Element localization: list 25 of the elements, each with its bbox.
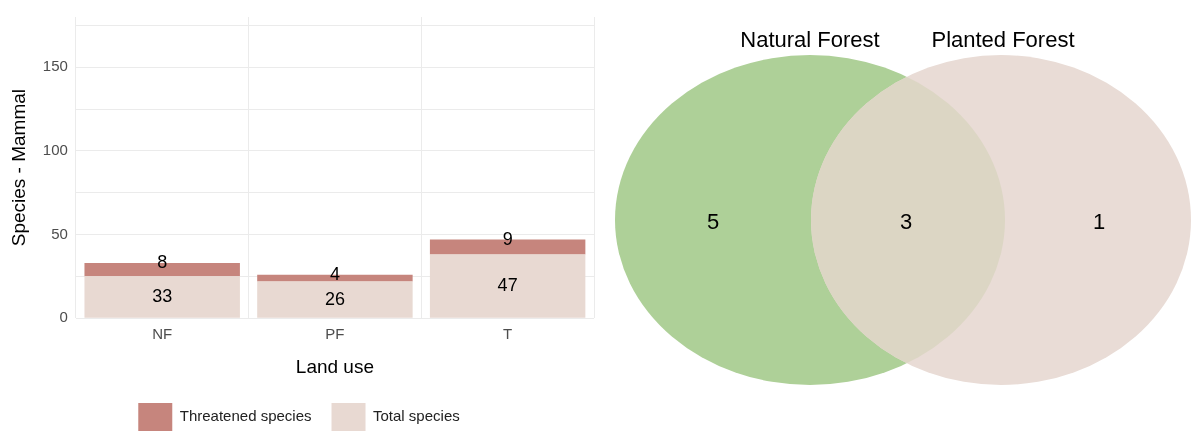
- bar: [84, 276, 240, 318]
- legend-label: Total species: [373, 407, 460, 425]
- total-label: 33: [152, 286, 173, 306]
- x-tick-label: PF: [325, 325, 345, 343]
- data-label: 4: [329, 263, 340, 284]
- legend-label: Threatened species: [179, 407, 312, 425]
- total-label: 26: [324, 288, 345, 309]
- y-tick-label: 100: [42, 141, 68, 159]
- data-label: 8: [157, 251, 168, 272]
- y-tick-label: 150: [42, 57, 68, 75]
- data-label: 9: [502, 228, 513, 249]
- data-label: 3: [899, 209, 913, 234]
- y-tick-label: 50: [51, 224, 68, 242]
- y-axis-title: Species - Mammal: [7, 88, 29, 247]
- data-label: 5: [706, 209, 720, 234]
- data-label: 1: [1092, 209, 1106, 234]
- category-label: Planted Forest: [931, 27, 1075, 52]
- category-label: Natural Forest: [740, 27, 880, 52]
- bar: [257, 281, 413, 318]
- x-axis-title: Land use: [295, 355, 375, 377]
- x-tick-label: NF: [152, 325, 173, 343]
- x-tick-label: T: [503, 325, 513, 343]
- bar: [429, 254, 586, 318]
- y-tick-label: 0: [59, 308, 68, 326]
- total-label: 47: [497, 275, 518, 296]
